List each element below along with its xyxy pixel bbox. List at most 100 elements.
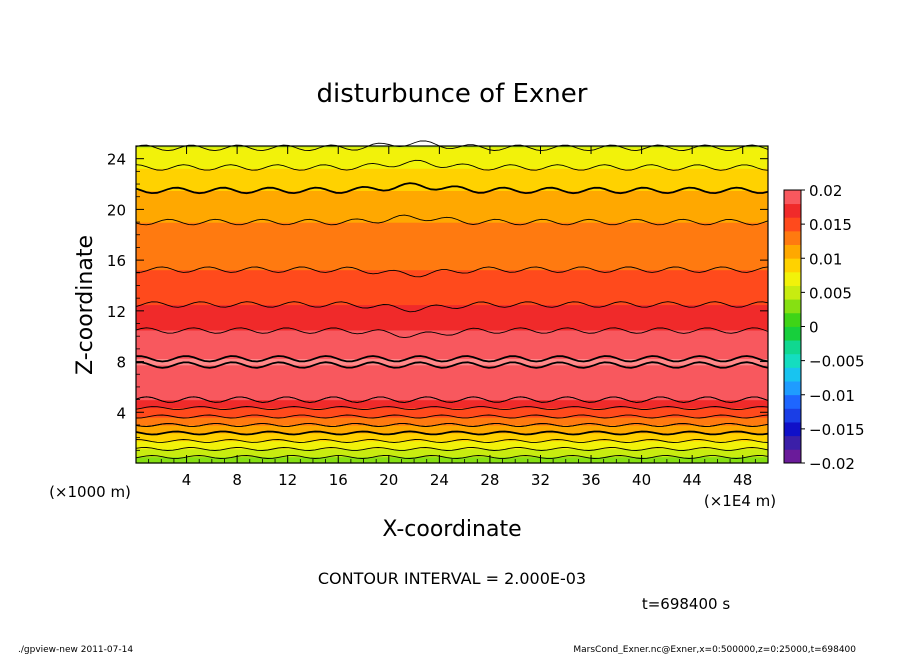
x-tick-label: 8 [232,471,242,489]
field-band [136,350,768,353]
field-band [136,291,768,295]
field-band [136,410,768,413]
contour-line [135,214,769,226]
field-band [136,353,768,356]
field-band [136,390,768,393]
field-band [136,391,768,394]
field-band [136,404,768,407]
field-band [136,153,768,157]
field-band [136,184,768,187]
field-band [136,193,768,196]
field-band [136,161,768,165]
field-band [136,228,768,231]
field-band [136,347,768,350]
field-band [136,348,768,352]
field-band [136,383,768,386]
field-band [136,157,768,160]
field-band [136,274,768,277]
field-band [136,437,768,440]
field-band [136,187,768,190]
field-band [136,448,768,451]
contour-line [135,301,769,313]
field-band [136,298,768,301]
x-tick-label: 32 [531,471,550,489]
colorbar-swatch [784,258,801,273]
field-band [136,294,768,298]
field-band [136,396,768,399]
field-band [136,334,768,337]
field-band [136,304,768,307]
field-band [136,352,768,355]
field-band [136,203,768,206]
field-band [136,326,768,329]
field-band [136,258,768,261]
field-band [136,302,768,306]
field-band [136,434,768,437]
colorbar: 0.02 0.015 0.01 0.005 0 −0.005 −0.01 −0.015 −0.0… [783,182,865,473]
field-band [136,206,768,209]
field-band [136,339,768,342]
field-band [136,342,768,345]
field-band [136,204,768,207]
field-band [136,407,768,410]
contour-interval-text: CONTOUR INTERVAL = 2.000E-03 [318,569,586,588]
field-band [136,371,768,374]
field-band [136,424,768,428]
field-band [136,168,768,171]
field-band [136,328,768,331]
field-band [136,453,768,456]
field-band [136,271,768,274]
contour-line [135,455,769,459]
field-band [136,287,768,290]
field-band [136,285,768,288]
field-band [136,260,768,263]
field-band [136,443,768,447]
field-band [136,421,768,424]
field-band [136,244,768,247]
field-band [136,252,768,255]
contour-line [135,414,769,419]
field-band [136,198,768,201]
field-band [136,180,768,184]
field-band [136,336,768,339]
field-band [136,455,768,458]
field-band [136,231,768,234]
field-band [136,312,768,315]
field-band [136,382,768,385]
contour-line [135,182,769,195]
y-tick-label: 16 [107,252,126,270]
field-band [136,363,768,366]
field-band [136,188,768,191]
field-band [136,152,768,155]
field-band [136,380,768,383]
field-band [136,320,768,323]
field-band [136,359,768,363]
colorbar-swatch [784,408,801,423]
contour-line [135,355,769,363]
field-band [136,253,768,256]
field-band [136,179,768,182]
contour-line [135,430,769,436]
colorbar-swatch [784,190,801,205]
field-band [136,176,768,179]
field-band [136,299,768,302]
field-band [136,196,768,199]
field-band [136,230,768,233]
field-band [136,450,768,453]
x-tick-label: 20 [379,471,398,489]
field-band [136,337,768,340]
colorbar-tick-label: 0 [809,319,819,337]
field-band [136,423,768,426]
field-band [136,277,768,280]
y-tick-label: 4 [116,404,126,422]
contour-line [135,422,769,427]
colorbar-swatch [784,449,801,464]
field-band [136,345,768,348]
y-tick-label: 12 [107,303,126,321]
field-band [136,236,768,239]
contour-line [135,266,769,278]
field-band [136,428,768,431]
field-band [136,386,768,390]
field-band [136,420,768,423]
y-tick-label: 8 [116,354,126,372]
